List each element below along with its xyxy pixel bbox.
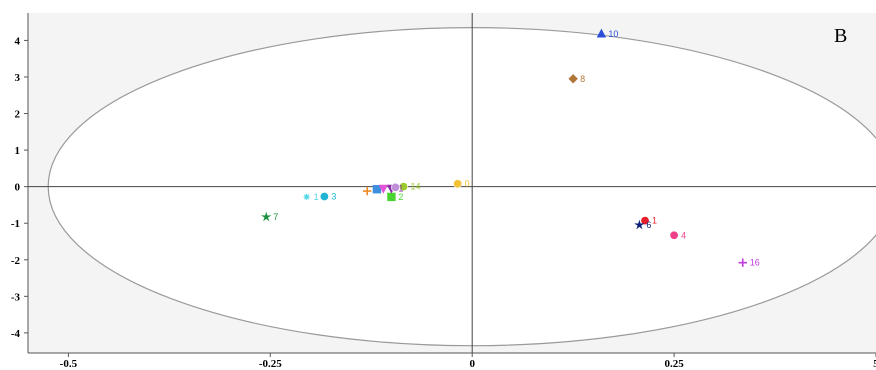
point-label: 3 [331, 192, 336, 202]
point-marker [390, 182, 400, 192]
y-tick-label: -1 [11, 218, 20, 230]
point-marker [363, 186, 372, 196]
y-tick-label: -2 [11, 255, 21, 267]
y-tick-label: -4 [11, 328, 21, 340]
point-marker [378, 184, 389, 194]
y-tick-label: 2 [15, 109, 21, 121]
point-marker [596, 28, 607, 38]
data-point: 1 [303, 192, 319, 202]
point-label: 4 [681, 230, 686, 240]
point-marker [738, 258, 747, 267]
point-label: 16 [750, 258, 760, 268]
data-point: 3 [319, 192, 336, 202]
point-label: 1 [652, 216, 657, 226]
point-label: 7 [273, 212, 278, 222]
point-label: 1 [314, 192, 319, 202]
point-label: 1 [398, 183, 403, 193]
y-tick-label: 0 [15, 182, 21, 194]
point-marker [387, 192, 396, 202]
x-tick-label: 5 [873, 358, 876, 370]
x-tick-label: -0.5 [60, 358, 78, 370]
point-label: 2 [398, 192, 403, 202]
data-point: 16 [738, 258, 760, 268]
x-tick-label: 0.25 [664, 358, 684, 370]
data-point: 10 [596, 28, 618, 39]
data-point: 6 [634, 219, 651, 230]
point-marker [303, 193, 310, 200]
zero-axes [28, 13, 876, 353]
point-label: 10 [608, 29, 618, 39]
point-marker [372, 185, 382, 194]
y-tick-label: 1 [15, 145, 21, 157]
data-point: 7 [261, 211, 278, 222]
point-marker [261, 211, 272, 222]
data-point [390, 182, 400, 192]
data-point: 0 [453, 179, 470, 189]
point-label: 0 [465, 179, 470, 189]
x-tick-label: -0.25 [259, 358, 282, 370]
y-tick-label: -3 [11, 291, 21, 303]
point-marker [640, 216, 650, 226]
data-point [372, 185, 382, 194]
y-tick-label: 4 [15, 35, 21, 47]
point-label: 6 [646, 220, 651, 230]
point-label: 8 [580, 74, 585, 84]
point-marker [319, 192, 329, 202]
data-point: 1 [640, 216, 657, 226]
point-marker [568, 74, 578, 84]
point-marker [634, 219, 645, 230]
point-marker [453, 179, 463, 189]
data-point: 14 [399, 182, 421, 192]
data-point: 4 [669, 230, 686, 240]
data-point: 2 [387, 192, 403, 202]
point-label: 14 [411, 182, 421, 192]
panel-label: B [834, 25, 847, 47]
data-point [378, 184, 389, 194]
data-point [363, 186, 372, 196]
data-point: 8 [568, 74, 585, 84]
y-tick-label: 3 [15, 72, 21, 84]
x-tick-label: 0 [469, 358, 475, 370]
point-marker [669, 230, 679, 240]
